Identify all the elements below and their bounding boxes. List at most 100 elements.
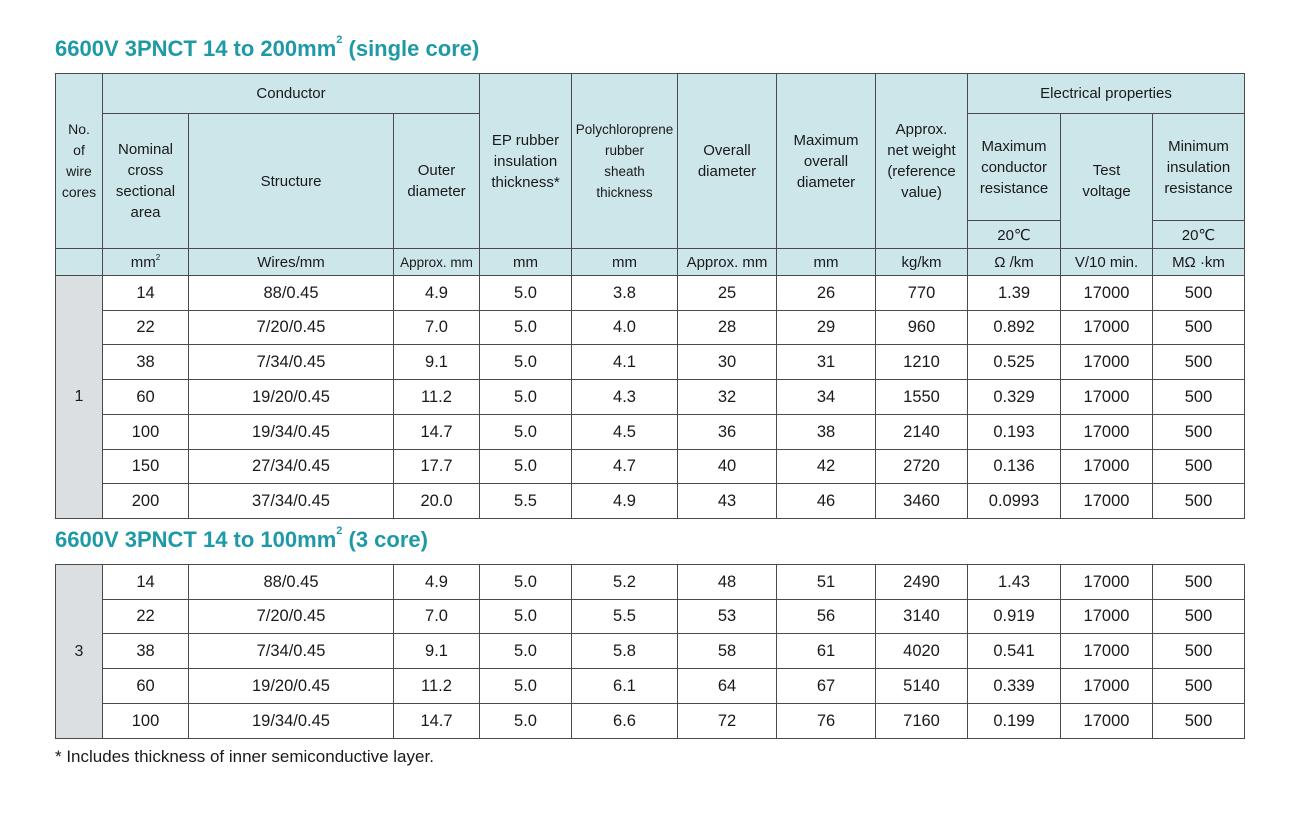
cell-ep-thickness: 5.0 — [479, 633, 572, 669]
cell-outer-diameter: 9.1 — [393, 344, 480, 380]
cell-structure: 7/20/0.45 — [188, 310, 394, 345]
cell-sheath-thickness: 5.2 — [571, 564, 678, 600]
cell-net-weight: 1550 — [875, 379, 968, 415]
cell-net-weight: 2490 — [875, 564, 968, 600]
cell-insulation-resistance: 500 — [1152, 703, 1245, 739]
header-nominal: Nominal cross sectional area — [102, 113, 189, 249]
table-row: 150 27/34/0.45 17.7 5.0 4.7 40 42 2720 0.136 1700… — [56, 449, 1245, 484]
header-line: diameter — [796, 173, 856, 191]
cell-sheath-thickness: 4.5 — [571, 414, 678, 450]
cell-outer-diameter: 7.0 — [393, 310, 480, 345]
header-line: Maximum — [793, 131, 859, 149]
cell-ep-thickness: 5.0 — [479, 275, 572, 311]
cell-max-overall-diameter: 42 — [776, 449, 876, 484]
cell-outer-diameter: 4.9 — [393, 564, 480, 600]
cell-ep-thickness: 5.0 — [479, 344, 572, 380]
unit-insres: MΩ ·km — [1152, 248, 1245, 276]
cell-test-voltage: 17000 — [1060, 310, 1153, 345]
header-line: cores — [61, 184, 97, 200]
cell-sheath-thickness: 3.8 — [571, 275, 678, 311]
header-line: resistance — [1164, 179, 1233, 197]
cell-max-overall-diameter: 26 — [776, 275, 876, 311]
header-line: EP rubber — [491, 131, 560, 149]
cores-count: 1 — [55, 275, 103, 519]
cell-insulation-resistance: 500 — [1152, 344, 1245, 380]
cell-test-voltage: 17000 — [1060, 379, 1153, 415]
header-line: Overall — [703, 142, 751, 159]
cell-outer-diameter: 14.7 — [393, 414, 480, 450]
cell-ep-thickness: 5.0 — [479, 564, 572, 600]
unit-poly: mm — [571, 248, 678, 276]
header-line: insulation — [493, 152, 558, 170]
cell-net-weight: 3460 — [875, 483, 968, 519]
cell-sheath-thickness: 4.1 — [571, 344, 678, 380]
cell-test-voltage: 17000 — [1060, 449, 1153, 484]
header-line: thickness* — [491, 173, 560, 191]
three-core-rows: 3 14 88/0.45 4.9 5.0 5.2 48 51 2490 1.43 17000 500 2… — [55, 564, 1245, 739]
header-line: diameter — [697, 163, 757, 180]
cell-overall-diameter: 30 — [677, 344, 777, 380]
header-resistance: Maximum conductor resistance — [967, 113, 1061, 221]
cell-max-overall-diameter: 31 — [776, 344, 876, 380]
cell-max-overall-diameter: 38 — [776, 414, 876, 450]
cell-test-voltage: 17000 — [1060, 633, 1153, 669]
unit-overall: Approx. mm — [677, 248, 777, 276]
header-line: cross — [127, 162, 164, 179]
cell-structure: 37/34/0.45 — [188, 483, 394, 519]
unit-testv: V/10 min. — [1060, 248, 1153, 276]
header-weight: Approx. net weight (reference value) — [875, 73, 968, 249]
header-line: insulation — [1166, 158, 1231, 176]
cell-overall-diameter: 43 — [677, 483, 777, 519]
cell-structure: 7/34/0.45 — [188, 633, 394, 669]
cell-outer-diameter: 9.1 — [393, 633, 480, 669]
cell-overall-diameter: 40 — [677, 449, 777, 484]
table-row: 100 19/34/0.45 14.7 5.0 4.5 36 38 2140 0.193 1700… — [56, 414, 1245, 450]
table-row: 1 14 88/0.45 4.9 5.0 3.8 25 26 770 1.39 17000 500 — [55, 275, 1245, 519]
cell-net-weight: 4020 — [875, 633, 968, 669]
unit-outer: Approx. mm — [393, 248, 480, 276]
header-electrical: Electrical properties — [967, 73, 1245, 114]
header-temp-resistance: 20℃ — [967, 220, 1061, 249]
table-row: 60 19/20/0.45 11.2 5.0 4.3 32 34 1550 0.329 17000… — [56, 379, 1245, 415]
header-line: sheath — [604, 164, 645, 179]
cell-test-voltage: 17000 — [1060, 483, 1153, 519]
header-line: of — [73, 142, 85, 158]
cell-max-overall-diameter: 29 — [776, 310, 876, 345]
cell-test-voltage: 17000 — [1060, 564, 1153, 600]
header-line: Outer — [417, 162, 456, 179]
cell-insulation-resistance: 500 — [1152, 379, 1245, 415]
cell-structure: 27/34/0.45 — [188, 449, 394, 484]
cell-structure: 7/34/0.45 — [188, 344, 394, 380]
cell-nominal-area: 22 — [102, 310, 189, 345]
cell-conductor-resistance: 0.193 — [967, 414, 1061, 450]
header-line: conductor — [981, 158, 1047, 176]
cell-outer-diameter: 20.0 — [393, 483, 480, 519]
cell-ep-thickness: 5.0 — [479, 449, 572, 484]
cell-insulation-resistance: 500 — [1152, 564, 1245, 600]
table-row: 22 7/20/0.45 7.0 5.0 5.5 53 56 3140 0.919 17000 50… — [56, 599, 1245, 634]
cell-nominal-area: 38 — [102, 633, 189, 669]
header-line: diameter — [407, 183, 466, 200]
cell-conductor-resistance: 0.136 — [967, 449, 1061, 484]
cell-insulation-resistance: 500 — [1152, 668, 1245, 704]
header-line: Approx. — [895, 121, 948, 138]
cell-test-voltage: 17000 — [1060, 599, 1153, 634]
cell-insulation-resistance: 500 — [1152, 414, 1245, 450]
header-line: Polychloroprene — [575, 122, 674, 137]
cell-conductor-resistance: 0.525 — [967, 344, 1061, 380]
header-cores-text: No. of wire cores — [57, 119, 102, 203]
cell-insulation-resistance: 500 — [1152, 483, 1245, 519]
table-row: 100 19/34/0.45 14.7 5.0 6.6 72 76 7160 0.199 1700… — [56, 703, 1245, 739]
cell-sheath-thickness: 5.8 — [571, 633, 678, 669]
header-cores: No. of wire cores — [55, 73, 103, 249]
cell-sheath-thickness: 6.6 — [571, 703, 678, 739]
table-row: 200 37/34/0.45 20.0 5.5 4.9 43 46 3460 0.0993 170… — [56, 483, 1245, 519]
cell-ep-thickness: 5.0 — [479, 703, 572, 739]
cell-max-overall-diameter: 34 — [776, 379, 876, 415]
cell-nominal-area: 60 — [102, 379, 189, 415]
cores-count: 3 — [55, 564, 103, 739]
cell-conductor-resistance: 1.39 — [967, 275, 1061, 311]
cell-net-weight: 7160 — [875, 703, 968, 739]
cell-test-voltage: 17000 — [1060, 344, 1153, 380]
cell-overall-diameter: 25 — [677, 275, 777, 311]
